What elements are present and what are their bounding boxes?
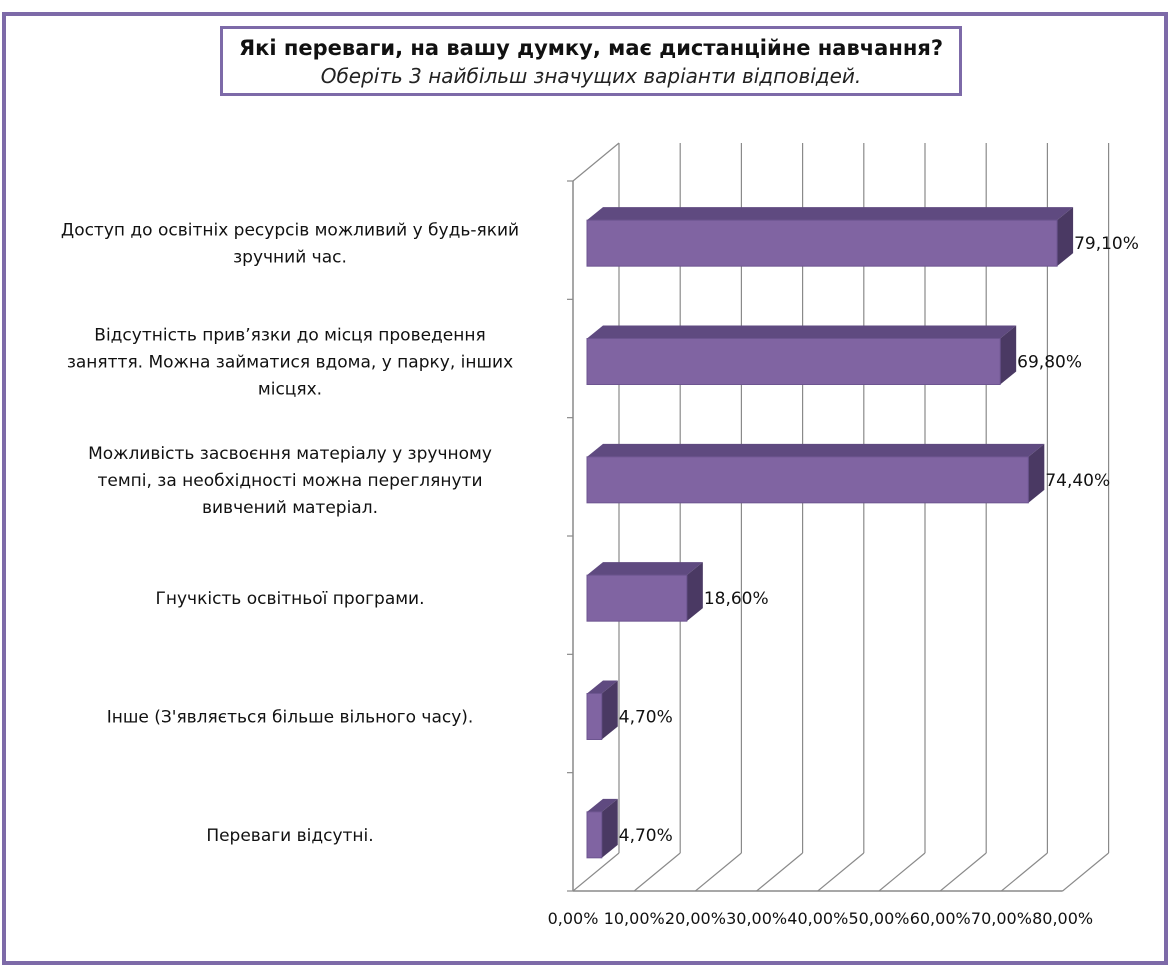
bar	[586, 574, 688, 622]
category-label: заняття. Можна займатися вдома, у парку,…	[67, 353, 513, 373]
category-label: зручний час.	[233, 248, 347, 268]
floor-gridline	[572, 852, 620, 892]
category-label: Можливість засвоєння матеріалу у зручном…	[88, 444, 492, 464]
bar	[586, 693, 603, 740]
category-label: Переваги відсутні.	[206, 826, 373, 846]
side-wall-top	[572, 142, 620, 182]
x-tick-label: 30,00%	[726, 909, 787, 928]
bar	[586, 456, 1029, 504]
floor-gridline	[756, 852, 803, 892]
bar-side-face	[1028, 443, 1045, 503]
bar	[586, 338, 1001, 385]
x-tick-label: 40,00%	[787, 909, 848, 928]
category-label: вивчений матеріал.	[202, 498, 378, 518]
data-label: 69,80%	[1017, 353, 1082, 373]
floor-gridline	[633, 852, 681, 892]
x-tick-label: 80,00%	[1032, 909, 1093, 928]
chart-title: Які переваги, на вашу думку, має дистанц…	[238, 36, 944, 60]
bar-top-face	[587, 680, 618, 694]
x-tick-label: 50,00%	[848, 909, 909, 928]
x-tick-label: 70,00%	[971, 909, 1032, 928]
bar-side-face	[1057, 207, 1074, 267]
bar-side-face	[686, 562, 703, 622]
data-label: 18,60%	[704, 589, 769, 609]
x-tick-label: 60,00%	[910, 909, 971, 928]
category-label: темпі, за необхідності можна переглянути	[97, 471, 482, 491]
bar	[586, 811, 603, 859]
bar-side-face	[1000, 325, 1017, 385]
bar-top-face	[587, 443, 1045, 457]
floor-gridline	[878, 852, 926, 892]
category-label: Інше (З'являється більше вільного часу).	[107, 708, 474, 728]
bar-side-face	[601, 680, 618, 740]
x-tick-label: 0,00%	[548, 909, 599, 928]
bar-side-face	[601, 798, 618, 858]
chart-subtitle: Оберіть 3 найбільш значущих варіанти від…	[320, 64, 862, 88]
floor-gridline	[1001, 852, 1048, 892]
floor-gridline	[939, 852, 987, 892]
floor-gridline	[817, 852, 865, 892]
chart-title-box: Які переваги, на вашу думку, має дистанц…	[220, 26, 962, 96]
data-label: 4,70%	[619, 826, 673, 846]
floor-gridline	[1062, 852, 1109, 892]
category-label: місцях.	[258, 380, 322, 400]
category-label: Доступ до освітніх ресурсів можливий у б…	[61, 221, 519, 241]
data-label: 4,70%	[619, 708, 673, 728]
bar-top-face	[587, 562, 703, 576]
data-label: 74,40%	[1045, 471, 1110, 491]
x-tick-label: 20,00%	[665, 909, 726, 928]
x-tick-label: 10,00%	[604, 909, 665, 928]
data-label: 79,10%	[1074, 234, 1139, 254]
bar-top-face	[587, 325, 1017, 339]
outer-border	[2, 12, 1168, 965]
floor-gridline	[695, 852, 742, 892]
bar	[586, 219, 1058, 267]
category-label: Гнучкість освітньої програми.	[155, 589, 424, 609]
bar-top-face	[587, 798, 618, 812]
bar-top-face	[587, 207, 1074, 221]
category-label: Відсутність прив’язки до місця проведенн…	[94, 326, 485, 346]
